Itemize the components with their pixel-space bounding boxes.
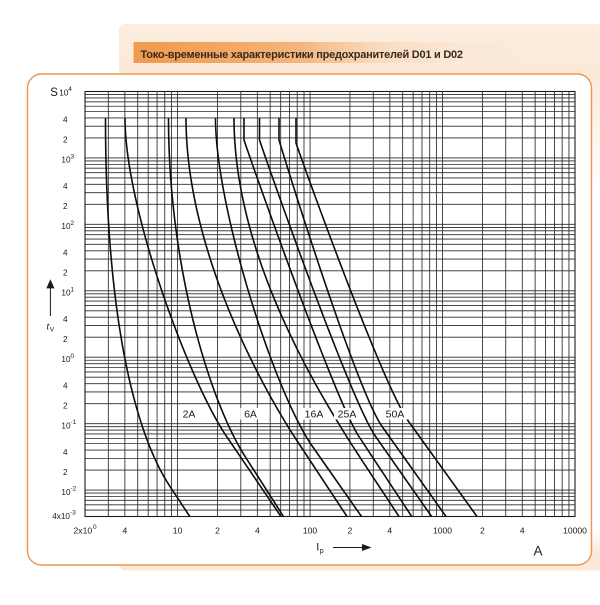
svg-text:10: 10 (173, 525, 183, 535)
svg-text:V: V (50, 327, 55, 334)
svg-text:0: 0 (93, 524, 97, 531)
svg-text:6A: 6A (244, 409, 257, 421)
svg-text:p: p (320, 548, 324, 555)
svg-text:50A: 50A (386, 409, 405, 421)
svg-text:16A: 16A (305, 409, 324, 421)
svg-text:10: 10 (61, 222, 71, 231)
svg-text:4: 4 (122, 525, 127, 535)
svg-text:4: 4 (520, 525, 525, 535)
svg-text:2: 2 (63, 335, 68, 344)
svg-text:4: 4 (63, 182, 68, 191)
svg-text:2: 2 (215, 525, 220, 535)
svg-text:2: 2 (63, 136, 68, 145)
svg-text:-2: -2 (71, 486, 77, 493)
svg-text:2: 2 (63, 202, 68, 211)
svg-text:0: 0 (71, 353, 75, 360)
svg-text:4: 4 (63, 381, 68, 390)
svg-text:10: 10 (59, 89, 69, 98)
svg-text:10: 10 (61, 289, 71, 298)
svg-text:2: 2 (71, 220, 75, 227)
svg-text:2: 2 (480, 525, 485, 535)
svg-text:Токо-временные характеристики: Токо-временные характеристики предохрани… (141, 49, 463, 61)
svg-text:2x10: 2x10 (74, 525, 93, 535)
svg-text:2: 2 (348, 525, 353, 535)
svg-text:A: A (534, 544, 543, 559)
svg-text:4: 4 (255, 525, 260, 535)
svg-text:4: 4 (63, 116, 68, 125)
svg-text:-1: -1 (71, 419, 77, 426)
svg-text:4: 4 (63, 448, 68, 457)
svg-text:1000: 1000 (433, 525, 452, 535)
svg-text:2A: 2A (183, 409, 196, 421)
svg-text:10000: 10000 (563, 525, 587, 535)
svg-text:10: 10 (61, 488, 71, 497)
svg-text:2: 2 (63, 468, 68, 477)
svg-text:-3: -3 (70, 510, 76, 517)
svg-text:3: 3 (71, 154, 75, 161)
svg-text:4: 4 (63, 315, 68, 324)
svg-text:4x10: 4x10 (52, 512, 70, 521)
svg-text:1: 1 (71, 286, 75, 293)
svg-text:4: 4 (387, 525, 392, 535)
svg-text:2: 2 (63, 401, 68, 410)
svg-text:10: 10 (61, 421, 71, 430)
svg-text:10: 10 (61, 355, 71, 364)
svg-text:2: 2 (63, 269, 68, 278)
svg-text:S: S (50, 87, 58, 99)
svg-text:100: 100 (303, 525, 318, 535)
svg-text:4: 4 (68, 86, 72, 93)
svg-text:25A: 25A (338, 409, 357, 421)
svg-text:4: 4 (63, 249, 68, 258)
svg-text:10: 10 (61, 156, 71, 165)
